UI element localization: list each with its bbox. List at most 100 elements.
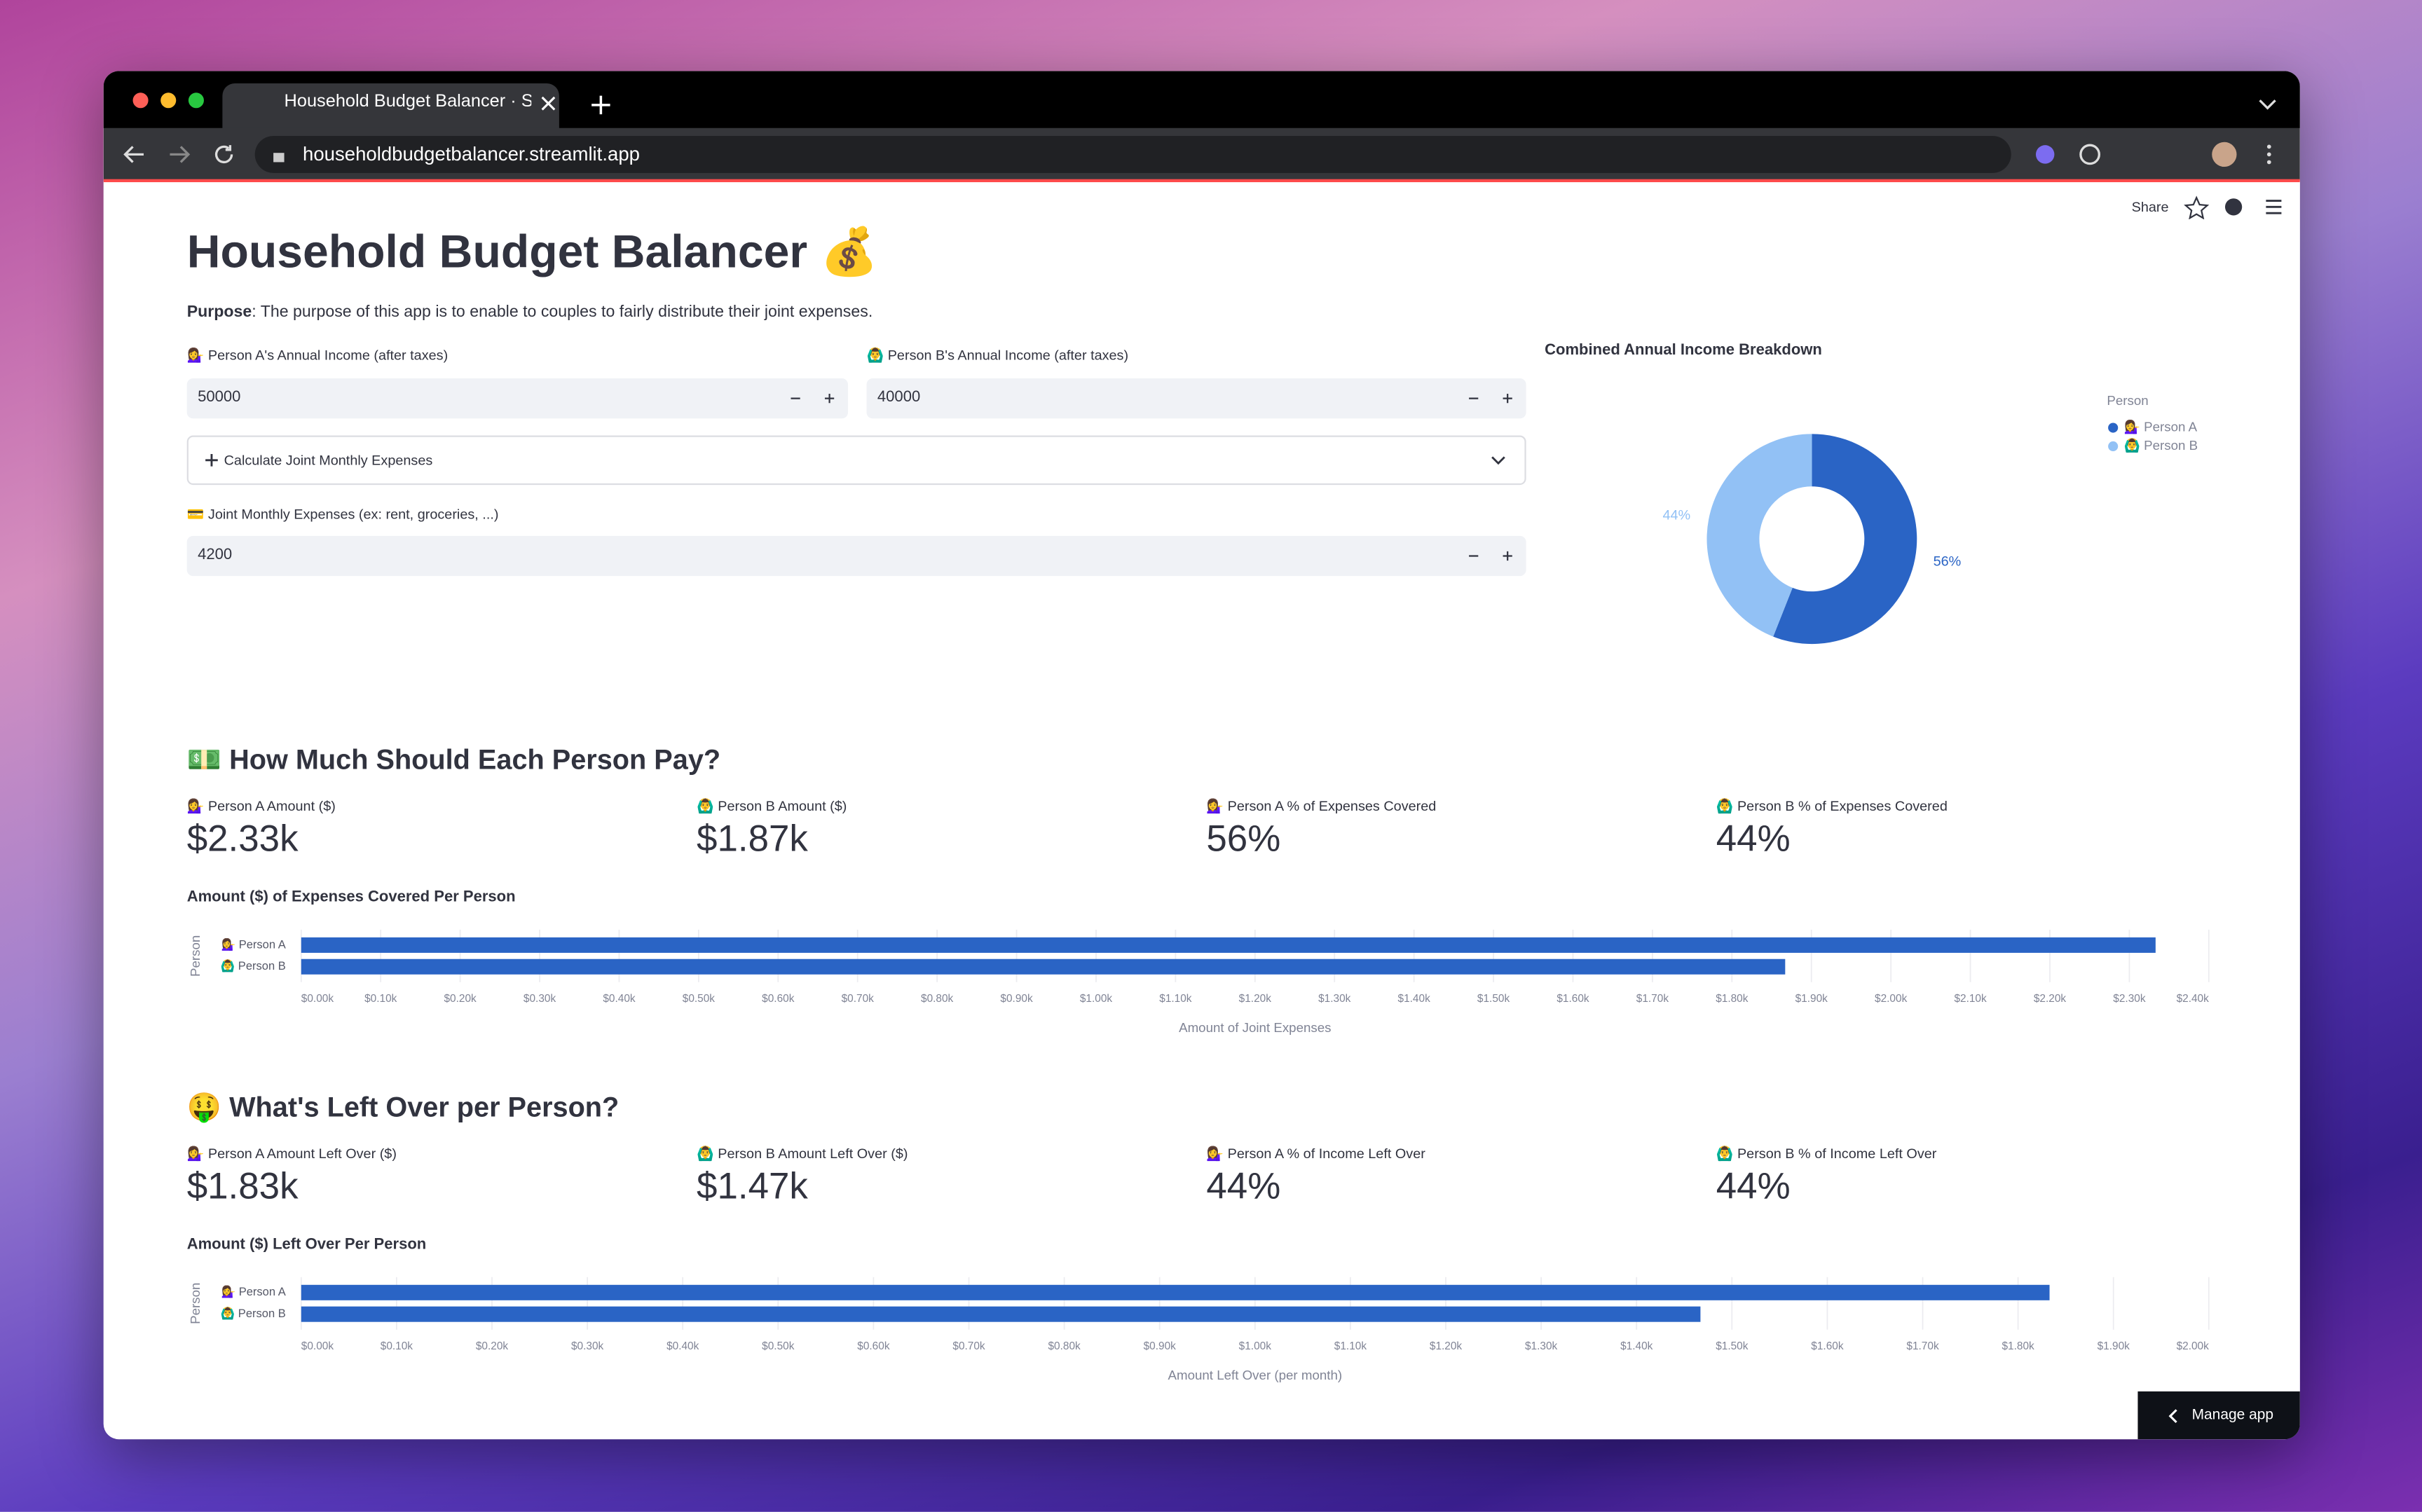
expander[interactable]: Calculate Joint Monthly Expenses <box>186 435 1526 486</box>
metric-label: 💁‍♀️ Person A Amount ($) <box>186 798 336 814</box>
slice-label: 44% <box>1662 507 1690 523</box>
app-toolbar-icons <box>2184 195 2282 219</box>
input-value: 40000 <box>877 389 921 406</box>
metric-value: 44% <box>1716 1166 1791 1208</box>
lock-icon <box>273 153 285 163</box>
x-tick-label: $1.60k <box>1556 993 1589 1005</box>
x-tick-label: $0.70k <box>842 993 875 1005</box>
x-tick-label: $1.90k <box>1795 993 1828 1005</box>
x-tick-label: $2.30k <box>2113 993 2146 1005</box>
main-menu[interactable] <box>2266 200 2282 214</box>
metric-value: 44% <box>1716 818 1791 860</box>
profile-avatar[interactable] <box>2212 142 2237 167</box>
metric-value: 44% <box>1206 1166 1281 1208</box>
x-tick-label: $2.00k <box>1875 993 1908 1005</box>
purpose-label: Purpose <box>186 302 252 322</box>
reload-button[interactable] <box>214 145 233 164</box>
legend-title: Person <box>2107 393 2148 408</box>
stepper[interactable] <box>1460 548 1521 563</box>
x-tick-label: $1.50k <box>1477 993 1510 1005</box>
input-value: 50000 <box>198 389 241 406</box>
metric-value: $2.33k <box>186 818 299 860</box>
x-tick-label: $2.20k <box>2034 993 2067 1005</box>
slice-label: 56% <box>1934 554 1962 569</box>
y-tick-label: 💁‍♀️ Person A <box>221 1285 286 1298</box>
chart-title: Combined Annual Income Breakdown <box>1545 341 1822 358</box>
metric-label: 💁‍♀️ Person A % of Income Left Over <box>1206 1146 1425 1162</box>
legend-label: 🙆‍♂️ Person B <box>2124 438 2198 453</box>
x-tick-label: $1.00k <box>1080 993 1113 1005</box>
input-label: 💁‍♀️ Person A's Annual Income (after tax… <box>186 347 449 363</box>
input-value: 4200 <box>198 547 233 564</box>
address-bar[interactable] <box>254 135 2011 173</box>
input-label: 🙆‍♂️ Person B's Annual Income (after tax… <box>866 347 1129 363</box>
star-icon[interactable] <box>2184 195 2210 219</box>
close-window[interactable] <box>132 92 149 109</box>
close-tab[interactable] <box>541 96 556 111</box>
metric-label: 💁‍♀️ Person A Amount Left Over ($) <box>186 1146 397 1162</box>
x-tick-label: $0.20k <box>444 993 477 1005</box>
x-tick-label: $1.10k <box>1159 993 1192 1005</box>
y-axis-title: Person <box>188 1283 203 1324</box>
metric-label: 🙆‍♂️ Person B Amount ($) <box>697 798 847 814</box>
x-tick-label: $1.20k <box>1430 1340 1463 1352</box>
x-tick-label: $1.80k <box>1716 993 1749 1005</box>
metric-value: $1.83k <box>186 1166 299 1208</box>
pie-slice <box>1773 434 1917 645</box>
number-input[interactable]: 40000 <box>866 378 1526 419</box>
y-axis-title: Person <box>188 935 203 977</box>
metric-value: $1.47k <box>697 1166 808 1208</box>
back-button[interactable] <box>123 146 144 163</box>
x-axis-title: Amount Left Over (per month) <box>1168 1368 1342 1382</box>
stepper[interactable] <box>1460 391 1521 406</box>
tab-search[interactable] <box>2259 99 2276 110</box>
app-title: Household Budget Balancer 💰 <box>186 226 878 278</box>
extension-icon[interactable] <box>2035 145 2055 164</box>
x-tick-label: $1.50k <box>1716 1340 1749 1352</box>
x-tick-label: $0.10k <box>381 1340 413 1352</box>
x-tick-label: $0.90k <box>1144 1340 1177 1352</box>
number-input[interactable]: 4200 <box>186 535 1526 577</box>
x-tick-label: $0.50k <box>683 993 716 1005</box>
x-tick-label: $0.40k <box>666 1340 699 1352</box>
x-tick-label: $2.10k <box>1954 993 1987 1005</box>
maximize-window[interactable] <box>188 92 204 109</box>
url-text[interactable]: householdbudgetbalancer.streamlit.app <box>302 143 640 165</box>
number-input[interactable]: 50000 <box>186 378 849 419</box>
x-tick-label: $0.30k <box>524 993 556 1005</box>
github-icon[interactable] <box>2224 198 2243 216</box>
purpose-text: : The purpose of this app is to enable t… <box>252 302 873 322</box>
section-heading: 💵 How Much Should Each Person Pay? <box>186 744 721 776</box>
x-tick-label: $0.60k <box>762 993 795 1005</box>
minimize-window[interactable] <box>160 92 177 109</box>
forward-button[interactable] <box>170 146 191 163</box>
metric-label: 🙆‍♂️ Person B % of Income Left Over <box>1716 1146 1937 1162</box>
manage-app-label: Manage app <box>2191 1406 2274 1424</box>
x-tick-label: $1.80k <box>2002 1340 2034 1352</box>
x-tick-label: $2.00k <box>2177 1340 2210 1352</box>
x-tick-label: $0.20k <box>476 1340 509 1352</box>
x-tick-label: $0.90k <box>1000 993 1033 1005</box>
x-tick-label: $1.40k <box>1620 1340 1653 1352</box>
manage-app-button[interactable]: Manage app <box>2137 1391 2300 1440</box>
x-tick-label: $0.10k <box>364 993 397 1005</box>
legend-swatch <box>2108 441 2119 452</box>
new-tab[interactable] <box>591 95 610 115</box>
x-tick-label: $0.00k <box>301 1340 334 1352</box>
share-button[interactable]: Share <box>2131 199 2169 215</box>
active-tab[interactable] <box>222 83 559 128</box>
y-tick-label: 🙆‍♂️ Person B <box>221 1307 286 1320</box>
extension-icon[interactable] <box>2079 144 2100 165</box>
section-heading: 🤑 What's Left Over per Person? <box>186 1092 620 1123</box>
chart-title: Amount ($) of Expenses Covered Per Perso… <box>187 887 516 905</box>
tab-title: Household Budget Balancer · S <box>284 92 532 111</box>
x-tick-label: $0.00k <box>301 993 334 1005</box>
x-tick-label: $1.70k <box>1906 1340 1939 1352</box>
y-tick-label: 🙆‍♂️ Person B <box>221 959 286 973</box>
legend-label: 💁‍♀️ Person A <box>2124 419 2198 434</box>
stepper[interactable] <box>781 391 843 406</box>
x-tick-label: $1.30k <box>1525 1340 1558 1352</box>
x-axis-title: Amount of Joint Expenses <box>1179 1020 1331 1035</box>
bar <box>301 937 2156 953</box>
